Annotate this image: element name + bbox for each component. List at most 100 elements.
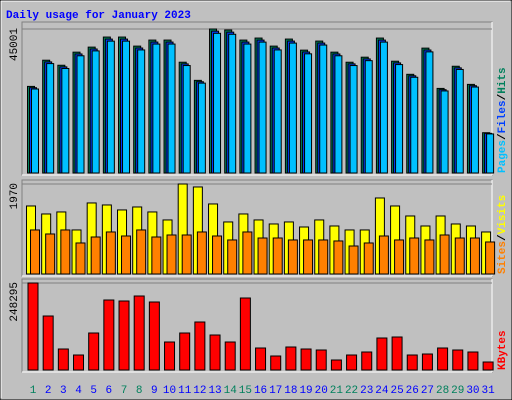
bar — [73, 354, 85, 371]
bar — [272, 237, 283, 275]
bar — [395, 64, 404, 174]
bar — [137, 49, 146, 174]
bar — [45, 233, 56, 275]
bar — [166, 234, 177, 275]
x-tick-label: 4 — [75, 385, 82, 397]
bar — [304, 53, 313, 174]
bar — [227, 239, 238, 275]
bar — [421, 353, 433, 371]
bar — [425, 51, 434, 174]
bar — [88, 332, 100, 371]
bar — [122, 40, 131, 174]
x-tick-label: 28 — [436, 385, 449, 397]
legend: Pages/Files/Hits — [497, 67, 509, 173]
bar — [285, 346, 297, 371]
bar — [42, 315, 54, 371]
x-tick-label: 3 — [60, 385, 67, 397]
bar — [346, 354, 358, 371]
x-tick-label: 10 — [163, 385, 176, 397]
bar — [30, 229, 40, 275]
x-tick-label: 1 — [30, 385, 37, 397]
bar — [333, 240, 344, 275]
bar — [330, 359, 342, 371]
bar — [318, 239, 329, 275]
bar — [121, 235, 132, 275]
bar — [394, 239, 405, 275]
bar — [90, 236, 101, 275]
legend-entry: Hits — [497, 67, 509, 93]
legend-entry: Visits — [497, 195, 509, 235]
bar — [76, 55, 85, 174]
x-tick-label: 11 — [178, 385, 192, 397]
bar — [300, 348, 312, 371]
bar — [212, 235, 223, 275]
bar — [75, 242, 86, 275]
bar — [303, 239, 314, 275]
bar — [118, 300, 130, 371]
x-tick-label: 12 — [193, 385, 206, 397]
legend-entry: Sites — [497, 241, 509, 274]
bar — [379, 41, 388, 174]
bar — [105, 231, 116, 275]
bar — [46, 63, 55, 174]
bar — [273, 49, 282, 174]
bar — [288, 42, 297, 174]
legend-separator: / — [497, 234, 509, 241]
x-tick-label: 5 — [90, 385, 97, 397]
legend-entry: KBytes — [497, 330, 509, 370]
legend-entry: Files — [497, 100, 509, 133]
bar — [486, 133, 495, 174]
x-tick-label: 6 — [106, 385, 113, 397]
x-tick-label: 17 — [269, 385, 282, 397]
bar — [440, 90, 449, 174]
bar — [455, 68, 464, 174]
x-tick-label: 22 — [345, 385, 358, 397]
bar — [469, 237, 480, 275]
bar — [133, 295, 145, 371]
chart-title: Daily usage for January 2023 — [6, 10, 191, 22]
legend-entry: Pages — [497, 140, 509, 173]
bar — [60, 229, 71, 275]
bar — [364, 60, 373, 174]
bar — [376, 337, 388, 371]
bar — [228, 33, 237, 174]
legend-separator: / — [497, 93, 509, 100]
bar — [181, 234, 192, 275]
x-tick-label: 23 — [360, 385, 373, 397]
x-tick-label: 26 — [406, 385, 419, 397]
x-tick-label: 30 — [466, 385, 479, 397]
x-tick-label: 15 — [239, 385, 252, 397]
legend-separator: / — [497, 133, 509, 140]
bar — [106, 40, 115, 174]
y-tick-label: 45001 — [9, 28, 21, 61]
x-tick-label: 7 — [121, 385, 128, 397]
bar — [31, 88, 39, 174]
x-tick-label: 2 — [45, 385, 52, 397]
legend: Sites/Visits — [497, 195, 509, 274]
bar — [470, 86, 479, 174]
bar — [213, 32, 222, 174]
bar — [152, 43, 161, 174]
bar — [103, 299, 115, 371]
x-tick-label: 9 — [151, 385, 158, 397]
bar — [391, 336, 403, 371]
x-tick-label: 18 — [284, 385, 297, 397]
bar — [363, 242, 374, 275]
bar — [287, 239, 298, 275]
x-tick-label: 19 — [299, 385, 312, 397]
x-tick-label: 13 — [208, 385, 221, 397]
bar — [224, 341, 236, 371]
legend: KBytes — [497, 330, 509, 370]
bar — [361, 351, 373, 371]
x-tick-label: 14 — [224, 385, 238, 397]
bar — [270, 355, 282, 371]
bar — [57, 348, 69, 371]
bar — [209, 334, 221, 371]
bar — [319, 44, 328, 174]
bar — [406, 354, 418, 371]
bar — [136, 229, 147, 275]
x-tick-label: 31 — [481, 385, 495, 397]
bar — [409, 237, 420, 275]
bar — [378, 235, 389, 275]
